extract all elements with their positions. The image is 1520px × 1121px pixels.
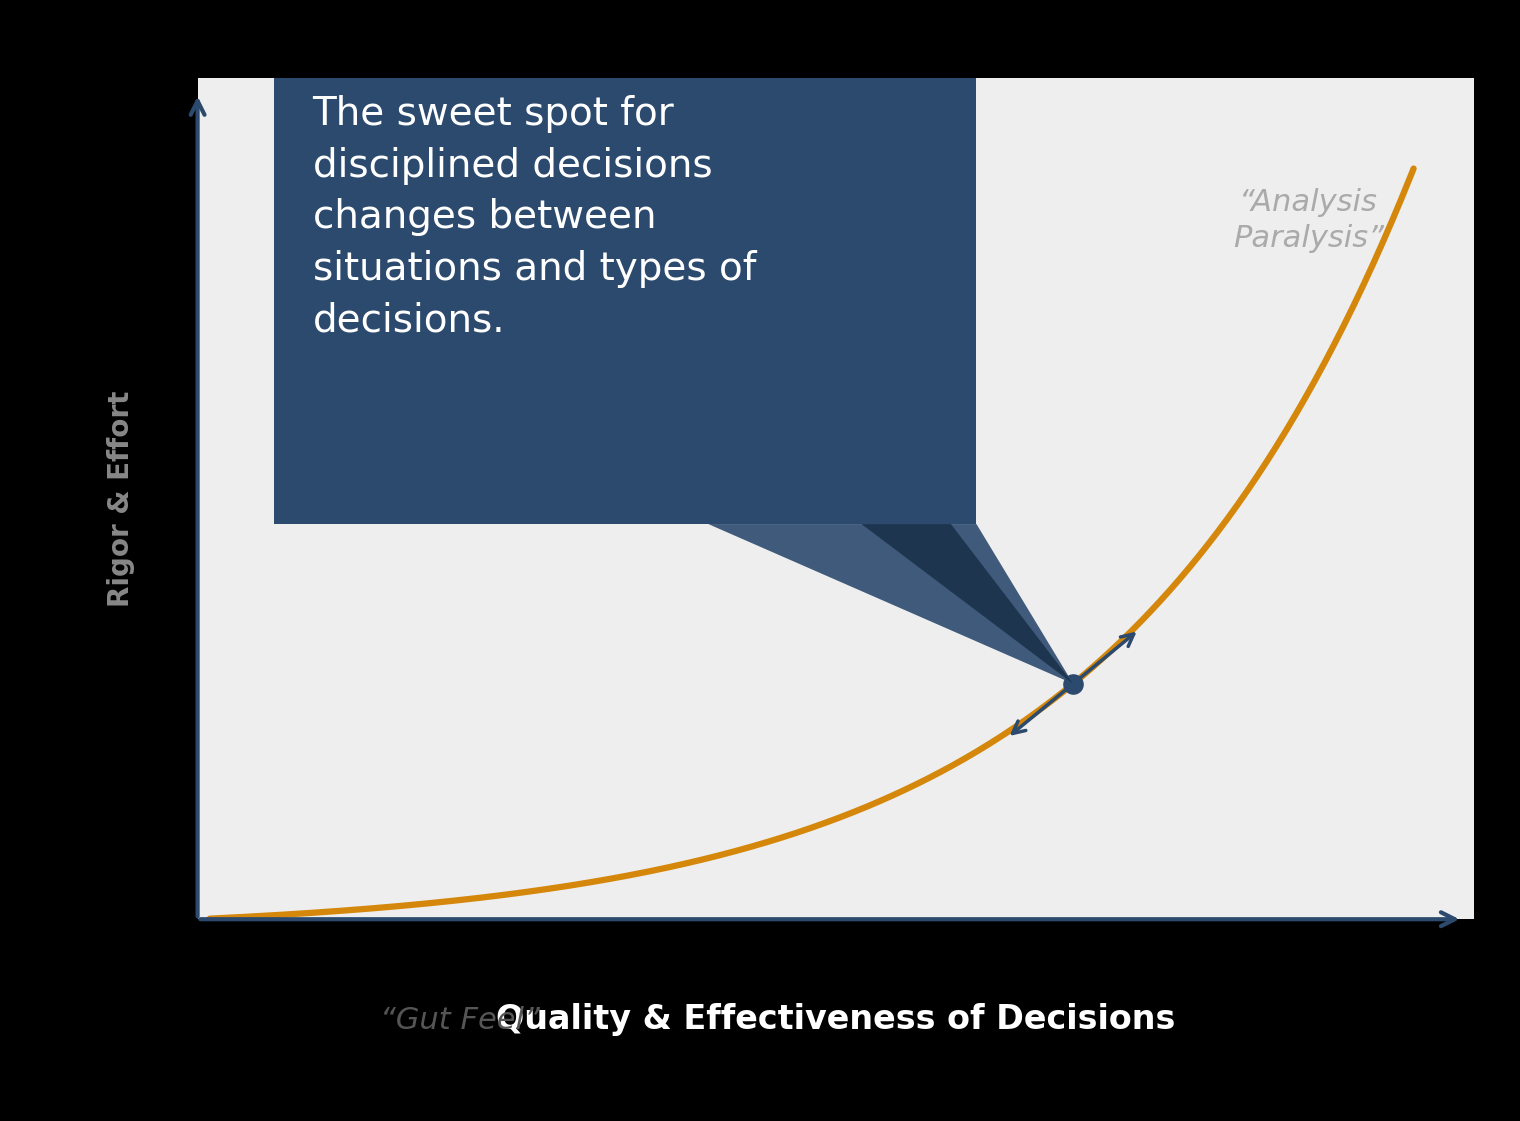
Point (1061, 675, 1085, 693)
Text: “Analysis
Paralysis”: “Analysis Paralysis” (1233, 187, 1383, 252)
FancyBboxPatch shape (274, 78, 976, 525)
Polygon shape (862, 525, 1073, 684)
Text: The sweet spot for
disciplined decisions
changes between
situations and types of: The sweet spot for disciplined decisions… (313, 95, 755, 340)
Text: “Gut Feel”: “Gut Feel” (380, 1006, 540, 1035)
Polygon shape (708, 525, 1073, 684)
Text: Quality & Effectiveness of Decisions: Quality & Effectiveness of Decisions (497, 1003, 1175, 1036)
Text: Rigor & Effort: Rigor & Effort (106, 390, 135, 608)
